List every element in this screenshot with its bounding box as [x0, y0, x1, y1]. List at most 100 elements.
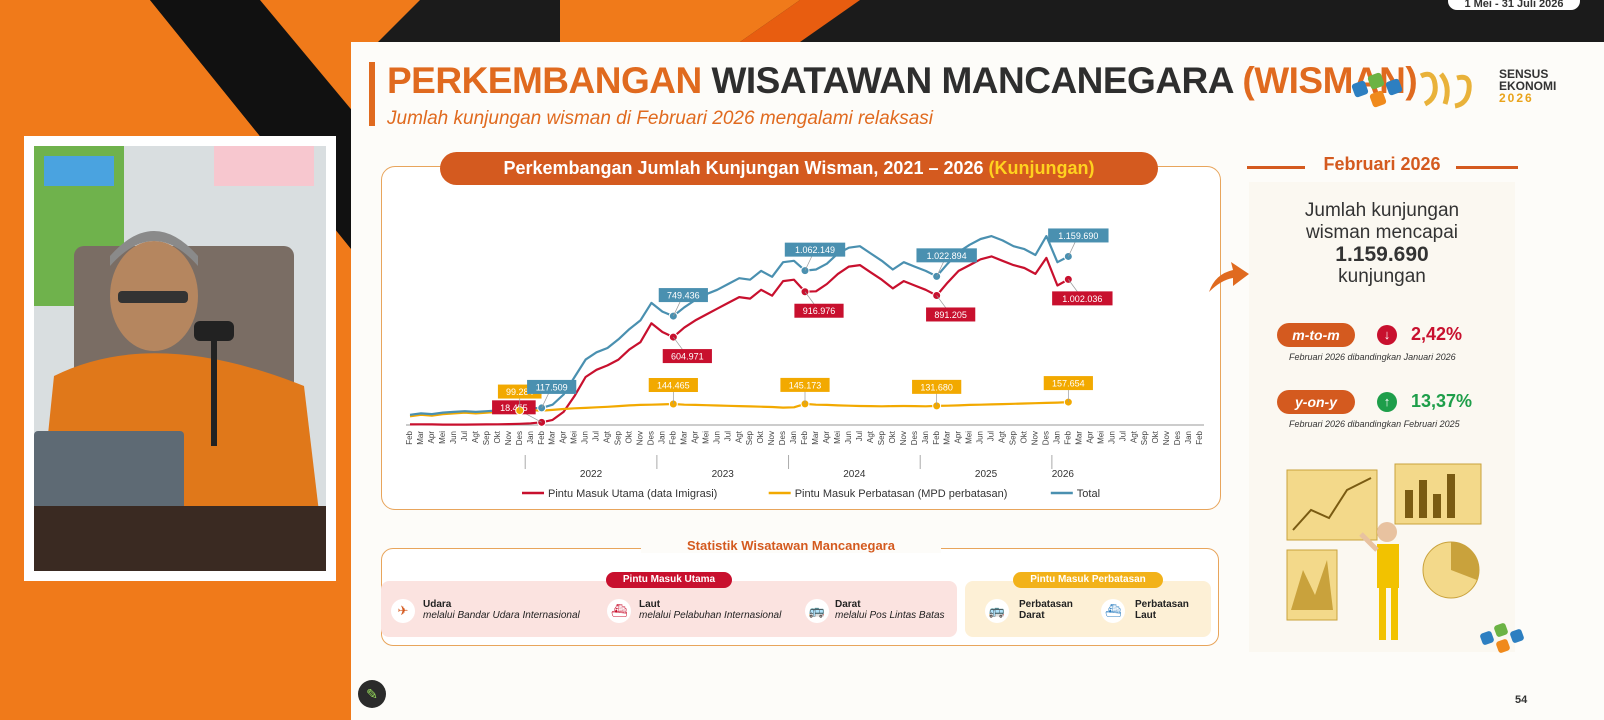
mode-laut-desc: melalui Pelabuhan Internasional: [639, 610, 782, 621]
arrow-up-icon: ↑: [1377, 392, 1397, 412]
title-part-2: WISATAWAN MANCANEGARA: [701, 60, 1243, 101]
airplane-icon: ✈: [391, 599, 415, 623]
annotation-label: 916.976: [803, 306, 836, 316]
mode-pl-desc: Laut: [1135, 610, 1157, 621]
x-tick-label: Okt: [1151, 430, 1160, 443]
x-tick-label: Nov: [504, 431, 513, 445]
mode-pd-desc: Darat: [1019, 610, 1045, 621]
x-tick-label: Agt: [603, 430, 612, 443]
x-tick-label: Jul: [1118, 431, 1127, 441]
page-number: 54: [1515, 694, 1528, 706]
pintu-masuk-utama-box: [381, 581, 957, 637]
header-line-right: [1456, 166, 1518, 169]
chart-title-main: Perkembangan Jumlah Kunjungan Wisman, 20…: [503, 158, 989, 178]
x-tick-label: Jun: [844, 431, 853, 444]
x-tick-label: Jul: [855, 431, 864, 441]
x-tick-label: Jul: [460, 431, 469, 441]
x-tick-label: Feb: [405, 430, 414, 444]
annotation-label: 144.465: [657, 381, 690, 391]
summary-unit: kunjungan: [1338, 266, 1426, 287]
annotation-box: [492, 400, 536, 415]
bus-icon: 🚌: [985, 599, 1009, 623]
annotation-label: 99.284: [506, 387, 534, 397]
arrow-right-icon: [1209, 262, 1249, 292]
annotation-box: [916, 248, 977, 263]
sensus-ekonomi-logo: SENSUS EKONOMI 2026: [1499, 68, 1556, 104]
logo-line-3: 2026: [1499, 91, 1534, 105]
x-tick-label: Mar: [679, 431, 688, 445]
summary-value: 1.159.690: [1335, 243, 1429, 266]
annotation-box: [784, 242, 846, 257]
x-tick-label: Des: [910, 431, 919, 445]
x-tick-label: Sep: [1009, 430, 1018, 445]
pen-tool-button[interactable]: ✎: [358, 680, 386, 708]
x-tick-label: Mar: [811, 431, 820, 445]
x-tick-label: Okt: [756, 430, 765, 443]
x-tick-label: Apr: [954, 431, 963, 444]
x-tick-label: Okt: [625, 430, 634, 443]
annotation-point: [932, 271, 942, 281]
x-tick-label: Mei: [1096, 431, 1105, 444]
logo-line-2: EKONOMI: [1499, 79, 1557, 93]
annotation-label: 145.173: [789, 380, 822, 390]
annotation-box: [1043, 376, 1093, 391]
stats-title: Statistik Wisatawan Mancanegara: [641, 538, 941, 553]
annotation-label: 117.509: [536, 382, 568, 392]
mtm-label: m-to-m: [1277, 323, 1355, 347]
x-tick-label: Mei: [701, 431, 710, 444]
x-tick-label: Mar: [548, 431, 557, 445]
x-tick-label: Des: [515, 431, 524, 445]
legend-label: Total: [1077, 488, 1100, 500]
x-tick-label: Jun: [1107, 431, 1116, 444]
chart-title: Perkembangan Jumlah Kunjungan Wisman, 20…: [440, 152, 1158, 185]
presentation-slide: PERKEMBANGAN WISATAWAN MANCANEGARA (WISM…: [351, 42, 1604, 720]
year-label: 2023: [712, 469, 735, 480]
mode-udara-desc: melalui Bandar Udara Internasional: [423, 610, 580, 621]
date-range-badge: 1 Mei - 31 Juli 2026: [1448, 0, 1580, 10]
x-tick-label: Nov: [1162, 431, 1171, 445]
x-tick-label: Des: [646, 431, 655, 445]
annotation-label: 18.455: [500, 403, 528, 413]
annotation-box: [527, 379, 577, 394]
summary-line-1: Jumlah kunjungan: [1304, 200, 1460, 221]
mtm-note: Februari 2026 dibandingkan Januari 2026: [1289, 352, 1456, 362]
x-tick-label: Jul: [723, 431, 732, 441]
x-tick-label: Sep: [745, 430, 754, 445]
bps-small-logo-icon: [1480, 623, 1524, 653]
x-tick-label: Agt: [471, 430, 480, 443]
mode-pl-name: Perbatasan: [1135, 599, 1189, 610]
mode-udara-name: Udara: [423, 599, 452, 610]
year-label: 2024: [843, 469, 866, 480]
x-tick-label: Jun: [712, 431, 721, 444]
x-tick-label: Jul: [987, 431, 996, 441]
annotation-label: 1.062.149: [795, 245, 835, 255]
x-tick-label: Mei: [570, 431, 579, 444]
x-tick-label: Feb: [1195, 430, 1204, 444]
year-label: 2022: [580, 469, 603, 480]
yoy-label: y-on-y: [1277, 390, 1355, 414]
x-tick-label: Sep: [482, 430, 491, 445]
x-tick-label: Okt: [888, 430, 897, 443]
mode-perbatasan-laut: Perbatasan Laut: [1135, 599, 1189, 621]
x-tick-label: Mei: [833, 431, 842, 444]
mode-darat: Darat melalui Pos Lintas Batas: [835, 599, 945, 621]
x-tick-label: Sep: [1140, 430, 1149, 445]
line-chart: Feb Mar Apr Mei Jun Jul Agt Sep Okt Nov Des Jan Feb M…: [405, 228, 1204, 500]
x-tick-label: Jun: [976, 431, 985, 444]
pmu-tag: Pintu Masuk Utama: [606, 572, 732, 588]
annotation-box: [658, 288, 708, 303]
annotation-box: [794, 303, 844, 318]
x-tick-label: Sep: [614, 430, 623, 445]
annotation-box: [926, 307, 976, 322]
annotation-box: [780, 377, 830, 392]
x-tick-label: Mar: [1074, 431, 1083, 445]
x-tick-label: Jun: [581, 431, 590, 444]
title-part-1: PERKEMBANGAN: [387, 60, 702, 101]
arrow-down-icon: ↓: [1377, 325, 1397, 345]
annotation-label: 1.022.894: [927, 251, 967, 261]
annotation-label: 749.436: [667, 291, 700, 301]
x-tick-label: Feb: [668, 430, 677, 444]
x-tick-label: Feb: [537, 430, 546, 444]
annotation-box: [912, 379, 962, 394]
x-tick-label: Des: [1041, 431, 1050, 445]
